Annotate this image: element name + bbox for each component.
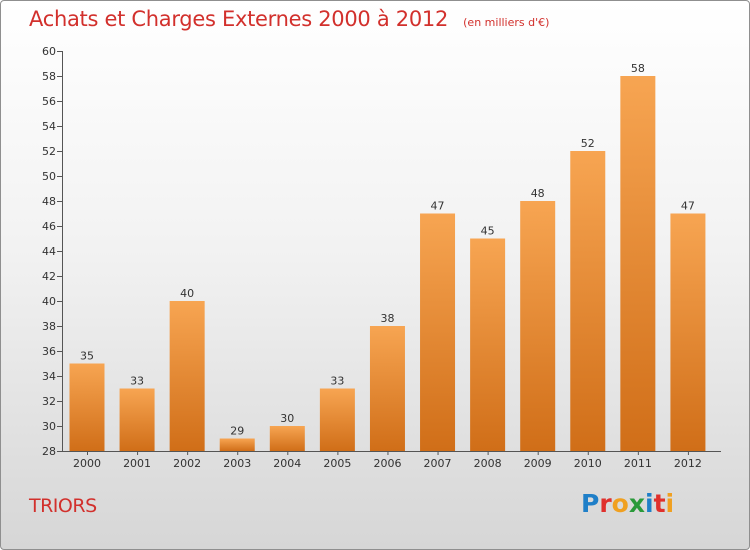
logo-letter: x — [628, 489, 645, 518]
logo-letter: i — [665, 489, 675, 518]
bar-2009 — [520, 201, 556, 451]
logo-letter: P — [581, 489, 600, 518]
y-tick-label: 48 — [42, 195, 56, 208]
x-tick-label-2011: 2011 — [624, 457, 652, 470]
bar-2005 — [319, 388, 355, 451]
bar-2010 — [570, 151, 606, 451]
x-tick-label-2008: 2008 — [474, 457, 502, 470]
bar-2001 — [119, 388, 155, 451]
x-tick-label-2006: 2006 — [373, 457, 401, 470]
y-tick-label: 38 — [42, 320, 56, 333]
y-tick-label: 52 — [42, 145, 56, 158]
value-label-2000: 35 — [80, 350, 94, 363]
value-label-2012: 47 — [681, 200, 695, 213]
y-tick-label: 28 — [42, 445, 56, 458]
logo-letter: r — [599, 489, 612, 518]
x-tick-label-2010: 2010 — [574, 457, 602, 470]
y-tick-label: 36 — [42, 345, 56, 358]
title-block: Achats et Charges Externes 2000 à 2012 (… — [29, 7, 549, 31]
x-tick-label-2000: 2000 — [73, 457, 101, 470]
bar-2011 — [620, 76, 656, 451]
x-tick-label-2004: 2004 — [273, 457, 301, 470]
y-tick-label: 60 — [42, 45, 56, 58]
value-label-2010: 52 — [581, 137, 595, 150]
logo-letter: o — [611, 489, 629, 518]
value-label-2002: 40 — [180, 287, 194, 300]
bar-2008 — [470, 238, 506, 451]
x-tick-label-2002: 2002 — [173, 457, 201, 470]
value-label-2004: 30 — [280, 412, 294, 425]
x-tick-label-2003: 2003 — [223, 457, 251, 470]
bar-2006 — [369, 326, 405, 451]
x-tick-label-2001: 2001 — [123, 457, 151, 470]
value-label-2003: 29 — [230, 425, 244, 438]
y-tick-label: 42 — [42, 270, 56, 283]
bar-2000 — [69, 363, 105, 451]
logo-letter: i — [645, 489, 654, 518]
y-tick-label: 58 — [42, 70, 56, 83]
bar-2003 — [219, 438, 255, 451]
y-tick-label: 32 — [42, 395, 56, 408]
bars-group: 35 33 40 29 30 33 38 47 45 48 52 58 47 — [69, 62, 706, 451]
value-label-2007: 47 — [431, 200, 445, 213]
value-label-2011: 58 — [631, 62, 645, 75]
bar-2002 — [169, 301, 205, 451]
y-tick-label: 30 — [42, 420, 56, 433]
value-label-2009: 48 — [531, 187, 545, 200]
value-label-2001: 33 — [130, 375, 144, 388]
x-tick-label-2005: 2005 — [323, 457, 351, 470]
logo-letter: t — [653, 489, 666, 518]
x-axis-ticks: 2000 2001 2002 2003 2004 2005 2006 2007 2008 2009… — [73, 451, 702, 470]
value-label-2006: 38 — [380, 312, 394, 325]
bar-2007 — [420, 213, 456, 451]
x-tick-label-2009: 2009 — [524, 457, 552, 470]
y-tick-label: 50 — [42, 170, 56, 183]
chart-subtitle: (en milliers d'€) — [463, 16, 550, 29]
proxiti-logo: Proxiti — [581, 489, 674, 518]
commune-name: TRIORS — [29, 495, 97, 517]
bar-2012 — [670, 213, 706, 451]
y-tick-label: 44 — [42, 245, 56, 258]
value-label-2005: 33 — [330, 375, 344, 388]
y-tick-label: 54 — [42, 120, 56, 133]
y-axis-ticks: 28 30 32 34 36 38 40 42 44 46 48 50 52 54 56 58 60 — [42, 45, 62, 458]
x-tick-label-2012: 2012 — [674, 457, 702, 470]
bar-2004 — [269, 426, 305, 451]
y-tick-label: 34 — [42, 370, 56, 383]
chart-title: Achats et Charges Externes 2000 à 2012 — [29, 7, 449, 31]
value-label-2008: 45 — [481, 225, 495, 238]
y-tick-label: 46 — [42, 220, 56, 233]
y-tick-label: 56 — [42, 95, 56, 108]
x-tick-label-2007: 2007 — [424, 457, 452, 470]
y-tick-label: 40 — [42, 295, 56, 308]
